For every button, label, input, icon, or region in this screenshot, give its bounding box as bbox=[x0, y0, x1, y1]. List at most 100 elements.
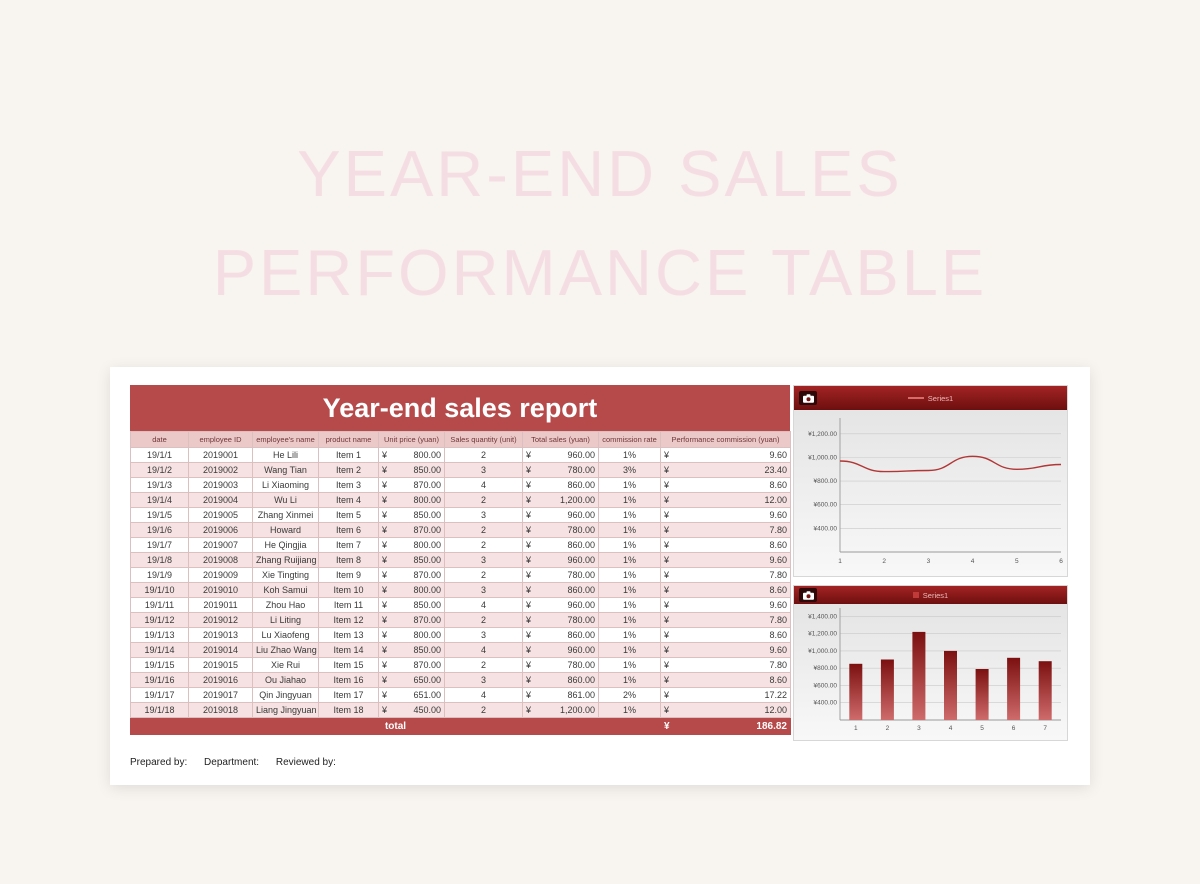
bar-chart-legend-label: Series1 bbox=[922, 590, 949, 600]
table-cell: 1% bbox=[598, 597, 661, 613]
table-cell: 19/1/4 bbox=[130, 492, 189, 508]
total-value-cell: ¥ 186.82 bbox=[660, 717, 791, 735]
column-header: Unit price (yuan) bbox=[378, 431, 445, 448]
table-cell: ¥780.00 bbox=[522, 657, 599, 673]
table-cell: ¥8.60 bbox=[660, 477, 791, 493]
table-cell: ¥850.00 bbox=[378, 507, 445, 523]
table-cell: Item 6 bbox=[318, 522, 379, 538]
table-cell: ¥9.60 bbox=[660, 507, 791, 523]
table-cell: ¥8.60 bbox=[660, 672, 791, 688]
legend-line-marker bbox=[907, 397, 924, 399]
reviewed-by-label: Reviewed by: bbox=[275, 757, 336, 768]
table-cell: Item 14 bbox=[318, 642, 379, 658]
svg-text:5: 5 bbox=[980, 725, 984, 732]
table-cell: 1% bbox=[598, 507, 661, 523]
table-cell: 1% bbox=[598, 447, 661, 463]
table-cell: 2019018 bbox=[188, 702, 253, 718]
table-cell: ¥870.00 bbox=[378, 567, 445, 583]
svg-text:1: 1 bbox=[838, 558, 842, 565]
table-cell: 2019017 bbox=[188, 687, 253, 703]
svg-text:5: 5 bbox=[1015, 558, 1019, 565]
table-cell: Item 11 bbox=[318, 597, 379, 613]
table-cell: Qin Jingyuan bbox=[252, 687, 319, 703]
table-cell: Li Xiaoming bbox=[252, 477, 319, 493]
table-cell: 2019003 bbox=[188, 477, 253, 493]
table-row: 19/1/11 2019011 Zhou Hao Item 11 ¥850.00 4 ¥96… bbox=[130, 597, 791, 613]
table-cell: 3% bbox=[598, 462, 661, 478]
table-cell: ¥9.60 bbox=[660, 447, 791, 463]
table-cell: 1% bbox=[598, 567, 661, 583]
table-cell: 1% bbox=[598, 522, 661, 538]
svg-text:4: 4 bbox=[949, 725, 953, 732]
table-cell: 3 bbox=[444, 552, 523, 568]
line-chart-legend-label: Series1 bbox=[927, 393, 954, 403]
bar-chart: ¥400.00 ¥600.00 ¥800.00 ¥1,000.00 ¥1,200.00 ¥… bbox=[808, 608, 1061, 732]
table-cell: 2019005 bbox=[188, 507, 253, 523]
table-cell: ¥850.00 bbox=[378, 642, 445, 658]
table-cell: 2019015 bbox=[188, 657, 253, 673]
table-row: 19/1/5 2019005 Zhang Xinmei Item 5 ¥850.00 3 ¥… bbox=[130, 507, 791, 523]
prepared-by-label: Prepared by: bbox=[130, 757, 188, 768]
table-cell: Item 17 bbox=[318, 687, 379, 703]
table-cell: 2019004 bbox=[188, 492, 253, 508]
table-cell: ¥860.00 bbox=[522, 627, 599, 643]
table-cell: 4 bbox=[444, 477, 523, 493]
table-cell: Lu Xiaofeng bbox=[252, 627, 319, 643]
bar-chart-panel: Series1 ¥400.00 ¥600.00 ¥800.00 ¥1,000.00 ¥1… bbox=[793, 585, 1068, 741]
table-cell: Item 3 bbox=[318, 477, 379, 493]
table-cell: He Lili bbox=[252, 447, 319, 463]
table-cell: ¥9.60 bbox=[660, 642, 791, 658]
table-row: 19/1/13 2019013 Lu Xiaofeng Item 13 ¥800.00 3… bbox=[130, 627, 791, 643]
table-cell: 19/1/15 bbox=[130, 657, 189, 673]
table-cell: Item 4 bbox=[318, 492, 379, 508]
table-row: 19/1/3 2019003 Li Xiaoming Item 3 ¥870.00 4 ¥8… bbox=[130, 477, 791, 493]
table-cell: ¥870.00 bbox=[378, 522, 445, 538]
table-cell: ¥780.00 bbox=[522, 462, 599, 478]
table-cell: Wu Li bbox=[252, 492, 319, 508]
table-cell: 19/1/18 bbox=[130, 702, 189, 718]
table-cell: Wang Tian bbox=[252, 462, 319, 478]
table-cell: 3 bbox=[444, 507, 523, 523]
table-cell: 1% bbox=[598, 612, 661, 628]
sales-table: date employee ID employee's name product na… bbox=[130, 431, 791, 735]
table-cell: ¥850.00 bbox=[378, 462, 445, 478]
column-header: employee ID bbox=[188, 431, 253, 448]
footer-note: Prepared by: Department: Reviewed by: bbox=[130, 757, 350, 768]
table-cell: ¥850.00 bbox=[378, 597, 445, 613]
table-cell: 19/1/9 bbox=[130, 567, 189, 583]
table-cell: 19/1/2 bbox=[130, 462, 189, 478]
table-row: 19/1/16 2019016 Ou Jiahao Item 16 ¥650.00 3 ¥8… bbox=[130, 672, 791, 688]
table-cell: Xie Tingting bbox=[252, 567, 319, 583]
column-header: Sales quantity (unit) bbox=[444, 431, 523, 448]
table-cell: 4 bbox=[444, 687, 523, 703]
table-row: 19/1/7 2019007 He Qingjia Item 7 ¥800.00 2 ¥86… bbox=[130, 537, 791, 553]
table-cell: 19/1/10 bbox=[130, 582, 189, 598]
table-cell: 3 bbox=[444, 582, 523, 598]
table-cell: Item 10 bbox=[318, 582, 379, 598]
table-cell: Xie Rui bbox=[252, 657, 319, 673]
svg-text:1: 1 bbox=[854, 725, 858, 732]
svg-text:2: 2 bbox=[882, 558, 886, 565]
table-cell: ¥800.00 bbox=[378, 492, 445, 508]
sales-table-area: Year-end sales report date employee ID emp… bbox=[130, 385, 791, 735]
charts-column: Series1 ¥400.00 ¥600.00 ¥800.00 ¥1,000.00 ¥1… bbox=[793, 385, 1068, 741]
table-cell: Item 2 bbox=[318, 462, 379, 478]
table-cell: ¥870.00 bbox=[378, 657, 445, 673]
table-cell: ¥860.00 bbox=[522, 672, 599, 688]
table-cell: 2019013 bbox=[188, 627, 253, 643]
table-cell: 4 bbox=[444, 642, 523, 658]
table-cell: 19/1/13 bbox=[130, 627, 189, 643]
table-cell: 2 bbox=[444, 702, 523, 718]
table-cell: ¥1,200.00 bbox=[522, 492, 599, 508]
table-cell: Koh Samui bbox=[252, 582, 319, 598]
table-cell: 2019006 bbox=[188, 522, 253, 538]
table-cell: 3 bbox=[444, 672, 523, 688]
table-row: 19/1/9 2019009 Xie Tingting Item 9 ¥870.00 2 ¥… bbox=[130, 567, 791, 583]
table-cell: Item 12 bbox=[318, 612, 379, 628]
svg-text:¥1,000.00: ¥1,000.00 bbox=[808, 455, 837, 462]
total-label: total bbox=[130, 717, 661, 735]
table-cell: 1% bbox=[598, 582, 661, 598]
table-cell: Liu Zhao Wang bbox=[252, 642, 319, 658]
table-cell: 19/1/12 bbox=[130, 612, 189, 628]
table-cell: Li Liting bbox=[252, 612, 319, 628]
